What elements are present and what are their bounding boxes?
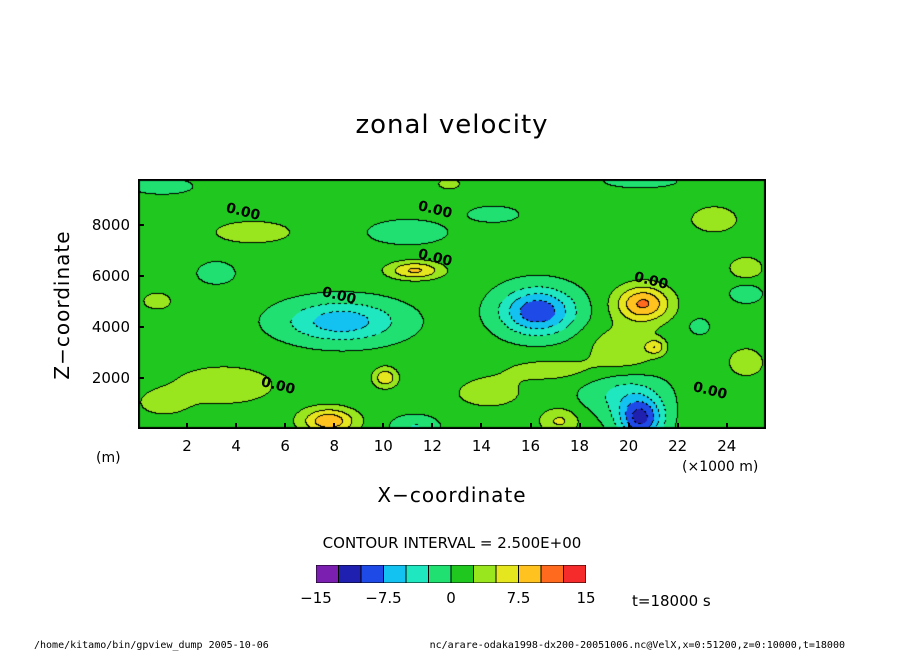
- x-tick-label: 4: [231, 437, 241, 455]
- colorbar-tick-label: 15: [576, 589, 596, 607]
- colorbar-swatch: [495, 565, 519, 583]
- x-tick-mark: [235, 423, 238, 429]
- colorbar: [316, 565, 586, 583]
- y-axis-unit: (m): [96, 450, 121, 466]
- y-tick-mark: [138, 376, 144, 379]
- x-axis-label: X−coordinate: [377, 483, 527, 507]
- colorbar-swatch: [383, 565, 407, 583]
- x-tick-mark: [578, 423, 581, 429]
- x-tick-mark: [431, 423, 434, 429]
- colorbar-swatch: [428, 565, 452, 583]
- y-tick-mark: [138, 223, 144, 226]
- y-tick-label: 4000: [91, 317, 130, 336]
- y-tick-label: 6000: [91, 266, 130, 285]
- contour-interval-text: CONTOUR INTERVAL = 2.500E+00: [322, 534, 582, 552]
- y-axis-label: Z−coordinate: [50, 230, 74, 380]
- x-tick-label: 6: [280, 437, 290, 455]
- x-tick-mark: [382, 423, 385, 429]
- colorbar-swatch: [338, 565, 362, 583]
- footer-right: nc/arare-odaka1998-dx200-20051006.nc@Vel…: [429, 640, 845, 651]
- x-tick-label: 2: [182, 437, 192, 455]
- contour-plot-area: [138, 179, 766, 429]
- y-tick-mark: [138, 274, 144, 277]
- colorbar-swatch: [540, 565, 564, 583]
- x-tick-mark: [480, 423, 483, 429]
- x-tick-label: 16: [520, 437, 541, 455]
- colorbar-swatch: [473, 565, 497, 583]
- x-tick-mark: [676, 423, 679, 429]
- x-tick-mark: [725, 423, 728, 429]
- x-axis-unit: (×1000 m): [682, 459, 759, 475]
- time-label: t=18000 s: [632, 592, 711, 610]
- x-tick-label: 12: [422, 437, 442, 455]
- colorbar-swatch: [360, 565, 384, 583]
- x-tick-label: 14: [471, 437, 491, 455]
- x-tick-mark: [284, 423, 287, 429]
- colorbar-tick-label: 0: [446, 589, 456, 607]
- x-tick-label: 18: [570, 437, 590, 455]
- x-tick-label: 24: [717, 437, 737, 455]
- colorbar-tick-label: −15: [300, 589, 332, 607]
- colorbar-tick-label: −7.5: [365, 589, 402, 607]
- x-tick-mark: [627, 423, 630, 429]
- colorbar-tick-label: 7.5: [506, 589, 531, 607]
- x-tick-label: 10: [373, 437, 393, 455]
- x-tick-mark: [529, 423, 532, 429]
- y-tick-label: 8000: [91, 215, 130, 234]
- footer-left: /home/kitamo/bin/gpview_dump 2005-10-06: [34, 640, 269, 651]
- x-tick-label: 22: [668, 437, 688, 455]
- x-tick-label: 20: [619, 437, 639, 455]
- colorbar-swatch: [405, 565, 429, 583]
- y-tick-label: 2000: [91, 368, 130, 387]
- colorbar-swatch: [518, 565, 542, 583]
- x-tick-mark: [333, 423, 336, 429]
- chart-title: zonal velocity: [355, 110, 549, 140]
- colorbar-swatch: [563, 565, 586, 583]
- colorbar-swatch: [450, 565, 474, 583]
- y-tick-mark: [138, 325, 144, 328]
- x-tick-mark: [186, 423, 189, 429]
- x-tick-label: 8: [329, 437, 340, 455]
- colorbar-swatch: [316, 565, 339, 583]
